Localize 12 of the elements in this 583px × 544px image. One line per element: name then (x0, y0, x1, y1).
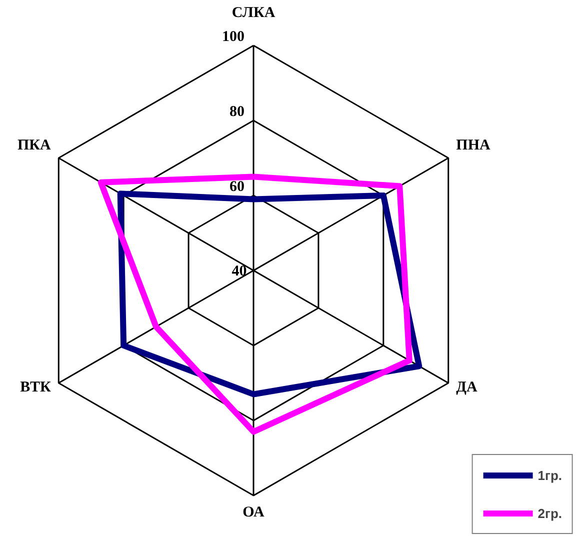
spoke-label: ПКА (17, 138, 52, 154)
spoke-label: ОА (242, 504, 265, 520)
spoke-label: ВТК (20, 380, 51, 396)
y-tick-label: 100 (222, 29, 244, 45)
y-tick-label: 40 (232, 264, 247, 280)
y-tick-label: 60 (230, 179, 244, 195)
legend-label: 2гр. (538, 506, 562, 520)
legend-label: 1гр. (538, 468, 562, 482)
spoke-label: ПНА (456, 138, 490, 154)
y-tick-label: 80 (230, 104, 244, 120)
spoke-label: СЛКА (232, 4, 276, 21)
spoke-label: ДА (456, 380, 478, 396)
